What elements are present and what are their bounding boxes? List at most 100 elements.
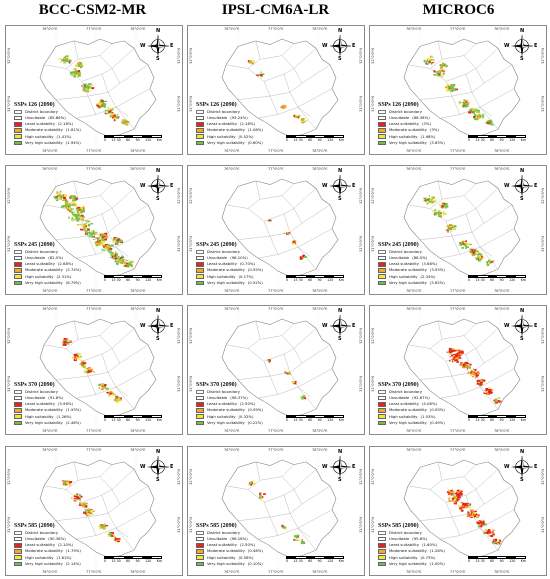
longitude-tick-bottom: 77°0'0"E	[268, 570, 284, 574]
suitability-map	[39, 30, 157, 152]
suitability-patch	[425, 63, 428, 65]
legend-item-boundary: District boundary	[14, 249, 80, 255]
suitability-patch	[302, 541, 305, 544]
suitability-patch	[105, 236, 108, 238]
suitability-patch	[76, 72, 80, 74]
suitability-patch	[458, 364, 462, 366]
legend-value: (1.61%)	[65, 127, 81, 133]
suitability-patch	[74, 211, 76, 213]
suitability-patch	[476, 375, 478, 378]
district-boundary	[277, 246, 317, 270]
suitability-patch	[118, 255, 120, 258]
suitability-patch	[467, 371, 470, 374]
legend-label: District boundary	[389, 388, 422, 394]
suitability-patch	[475, 109, 477, 111]
suitability-patch	[450, 500, 453, 502]
scale-bar: 0 15 30 60 90 120 Km	[286, 415, 344, 423]
suitability-patch	[93, 235, 96, 238]
scale-label: 120	[327, 138, 334, 142]
suitability-patch	[442, 204, 446, 206]
scale-segment	[142, 276, 152, 277]
legend-swatch	[378, 122, 386, 127]
suitability-patch	[436, 73, 439, 75]
latitude-tick-right: 32°0'0"N	[177, 48, 181, 64]
suitability-patch	[460, 352, 462, 355]
latitude-tick-right: 31°0'0"N	[541, 517, 545, 533]
legend-item-boundary: District boundary	[378, 530, 444, 536]
suitability-patch	[485, 388, 487, 392]
latitude-tick-right: 32°0'0"N	[359, 328, 363, 344]
suitability-patch	[119, 537, 122, 539]
suitability-patch	[433, 70, 436, 73]
suitability-patch	[431, 201, 434, 204]
suitability-patch	[302, 256, 304, 259]
compass-letter-w: W	[322, 464, 328, 470]
legend-value: (95.6%)	[412, 535, 428, 541]
suitability-patch	[469, 243, 473, 245]
suitability-patch	[450, 85, 453, 87]
suitability-patch	[472, 513, 474, 514]
suitability-patch	[111, 258, 114, 260]
map-legend: SSPs 370 (2090) District boundary Unsuitab…	[14, 382, 81, 426]
suitability-patch	[460, 509, 464, 512]
scale-bar: 0 15 30 60 90 120 Km	[468, 415, 526, 423]
suitability-patch	[91, 230, 95, 233]
suitability-patch	[495, 402, 499, 404]
suitability-patch	[65, 205, 67, 208]
suitability-patch	[468, 513, 471, 516]
suitability-patch	[77, 206, 80, 209]
suitability-patch	[458, 349, 461, 352]
suitability-patch	[75, 357, 77, 360]
map-legend: SSPs 370 (2090) District boundary Unsuitab…	[196, 382, 263, 426]
legend-label: Least suitability	[389, 261, 419, 267]
legend-item-high: High suitability (1.41%)	[14, 134, 80, 140]
suitability-patch	[69, 340, 72, 342]
suitability-patch	[116, 237, 119, 239]
suitability-patch	[115, 253, 118, 255]
longitude-tick-top: 78°0'0"E	[312, 27, 328, 31]
scenario-title: SSPs 370 (2090)	[378, 381, 419, 388]
legend-swatch	[196, 543, 204, 548]
legend-swatch	[196, 414, 204, 419]
suitability-patch	[76, 207, 78, 210]
scenario-title: SSPs 126 (2090)	[378, 101, 419, 108]
suitability-patch	[428, 63, 430, 65]
suitability-patch	[61, 205, 64, 208]
scenario-title: SSPs 585 (2090)	[196, 522, 237, 529]
suitability-patch	[458, 102, 462, 105]
suitability-patch	[432, 56, 434, 58]
suitability-patch	[85, 512, 87, 515]
suitability-patch	[467, 105, 470, 107]
suitability-patch	[479, 259, 483, 261]
legend-swatch	[196, 402, 204, 407]
district-boundary	[459, 527, 499, 551]
latitude-tick-left: 32°0'0"N	[7, 328, 11, 344]
legend-item-boundary: District boundary	[378, 109, 444, 115]
suitability-patch	[259, 492, 262, 494]
suitability-patch	[75, 208, 77, 210]
district-boundary	[297, 106, 311, 117]
latitude-tick-left: 31°0'0"N	[7, 96, 11, 112]
legend-swatch	[14, 395, 22, 401]
map-legend: SSPs 245 (2090) District boundary Unsuitab…	[14, 242, 81, 286]
district-boundary	[257, 376, 279, 399]
suitability-patch	[76, 356, 80, 359]
suitability-map	[39, 451, 157, 573]
suitability-patch	[86, 91, 89, 93]
suitability-patch	[488, 389, 492, 391]
suitability-patch	[111, 254, 114, 257]
suitability-patch	[121, 260, 124, 263]
suitability-patch	[115, 400, 119, 403]
suitability-patch	[80, 66, 82, 69]
suitability-patch	[103, 245, 105, 248]
suitability-patch	[425, 197, 428, 200]
legend-swatch	[196, 249, 204, 255]
suitability-patch	[123, 259, 125, 260]
legend-swatch	[378, 530, 386, 536]
suitability-patch	[114, 536, 117, 539]
suitability-patch	[125, 264, 129, 267]
suitability-patch	[78, 211, 82, 214]
suitability-patch	[429, 56, 432, 59]
scale-segment	[296, 276, 306, 277]
suitability-patch	[494, 401, 497, 403]
